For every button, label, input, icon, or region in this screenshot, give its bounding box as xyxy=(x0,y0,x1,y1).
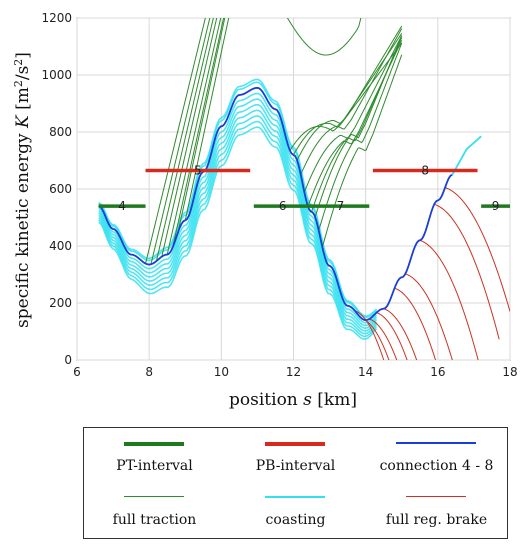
y-tick-label: 0 xyxy=(64,353,72,367)
legend-item-pb: PB-interval xyxy=(225,434,366,482)
traction-curve xyxy=(321,54,403,248)
brake-curve xyxy=(405,273,453,360)
y-axis-label: specific kinetic energy K [m2/s2] xyxy=(12,52,34,328)
traction-curve xyxy=(314,35,403,218)
y-tick-label: 1000 xyxy=(41,68,72,82)
traction-curve xyxy=(155,18,214,262)
traction-curve xyxy=(172,18,225,248)
x-tick-label: 14 xyxy=(358,365,373,379)
chart-svg: 4 5 6 7 8 9 6 8 10 12 14 16 18 0 200 400 600 800 1000 1200… xyxy=(12,11,518,410)
legend-swatch-brake xyxy=(406,496,466,497)
legend-label-pb: PB-interval xyxy=(255,458,336,474)
coasting-curve xyxy=(98,103,378,330)
legend-item-brake: full reg. brake xyxy=(366,488,507,536)
interval-label-4: 4 xyxy=(118,199,126,213)
x-tick-label: 8 xyxy=(145,365,153,379)
traction-curve xyxy=(318,42,403,231)
brake-curve xyxy=(419,239,479,360)
y-tick-label: 400 xyxy=(49,239,72,253)
legend-swatch-traction xyxy=(124,496,184,497)
coasting-extension-curve xyxy=(451,135,482,176)
legend-swatch-coasting xyxy=(265,496,325,498)
legend-label-coasting: coasting xyxy=(265,512,326,528)
traction-curve xyxy=(150,18,211,265)
traction-curve xyxy=(145,18,206,264)
interval-label-8: 8 xyxy=(421,163,429,177)
legend-label-brake: full reg. brake xyxy=(385,512,488,528)
traction-curve xyxy=(286,18,362,56)
x-tick-label: 18 xyxy=(502,365,517,379)
brake-curve xyxy=(394,287,437,360)
y-tick-label: 200 xyxy=(49,296,72,310)
y-tick-label: 600 xyxy=(49,182,72,196)
x-tick-label: 12 xyxy=(286,365,301,379)
y-tick-label: 800 xyxy=(49,125,72,139)
interval-label-9: 9 xyxy=(492,199,500,213)
brake-curve xyxy=(383,308,418,360)
legend-item-traction: full traction xyxy=(84,488,225,536)
coasting-curve xyxy=(98,126,378,340)
traction-curve xyxy=(303,35,403,193)
x-tick-label: 10 xyxy=(214,365,229,379)
x-tick-label: 16 xyxy=(430,365,445,379)
legend-item-pt: PT-interval xyxy=(84,434,225,482)
interval-label-6: 6 xyxy=(279,199,287,213)
traction-curve xyxy=(166,18,222,255)
traction-curve xyxy=(184,18,230,221)
interval-label-7: 7 xyxy=(337,199,345,213)
grid xyxy=(76,17,511,361)
coasting-curve xyxy=(98,81,378,319)
legend-label-connection: connection 4 - 8 xyxy=(379,458,494,474)
legend-label-pt: PT-interval xyxy=(116,458,193,474)
coasting-curve xyxy=(98,115,378,335)
coasting-curve xyxy=(98,92,378,324)
legend-swatch-pt xyxy=(124,442,184,446)
traction-curve xyxy=(161,18,218,257)
coasting-curve xyxy=(98,120,378,338)
coasting-curve xyxy=(98,78,378,317)
legend-item-connection: connection 4 - 8 xyxy=(366,434,507,482)
brake-curve xyxy=(376,312,408,360)
coasting-curve xyxy=(98,98,378,327)
brake-curve xyxy=(444,187,510,312)
legend-item-coasting: coasting xyxy=(225,488,366,536)
legend: PT-interval PB-interval connection 4 - 8… xyxy=(83,427,508,539)
interval-label-5: 5 xyxy=(194,163,202,177)
coasting-curve xyxy=(98,109,378,332)
legend-label-traction: full traction xyxy=(112,512,197,528)
brake-curve xyxy=(434,203,500,340)
intervals: 4 5 6 7 8 9 xyxy=(98,163,510,213)
traction-curve xyxy=(296,25,403,161)
traction-curve xyxy=(300,28,403,175)
legend-swatch-pb xyxy=(265,442,325,446)
ticks: 6 8 10 12 14 16 18 0 200 400 600 800 1000 1200 xyxy=(41,11,517,379)
x-axis-label: position s [km] xyxy=(229,390,357,410)
brake-curve xyxy=(369,318,398,360)
curves xyxy=(98,18,510,360)
y-tick-label: 1200 xyxy=(41,11,72,25)
connection-curve xyxy=(98,86,453,322)
legend-swatch-connection xyxy=(396,442,476,444)
x-tick-label: 6 xyxy=(73,365,81,379)
brake-curve xyxy=(361,318,390,360)
